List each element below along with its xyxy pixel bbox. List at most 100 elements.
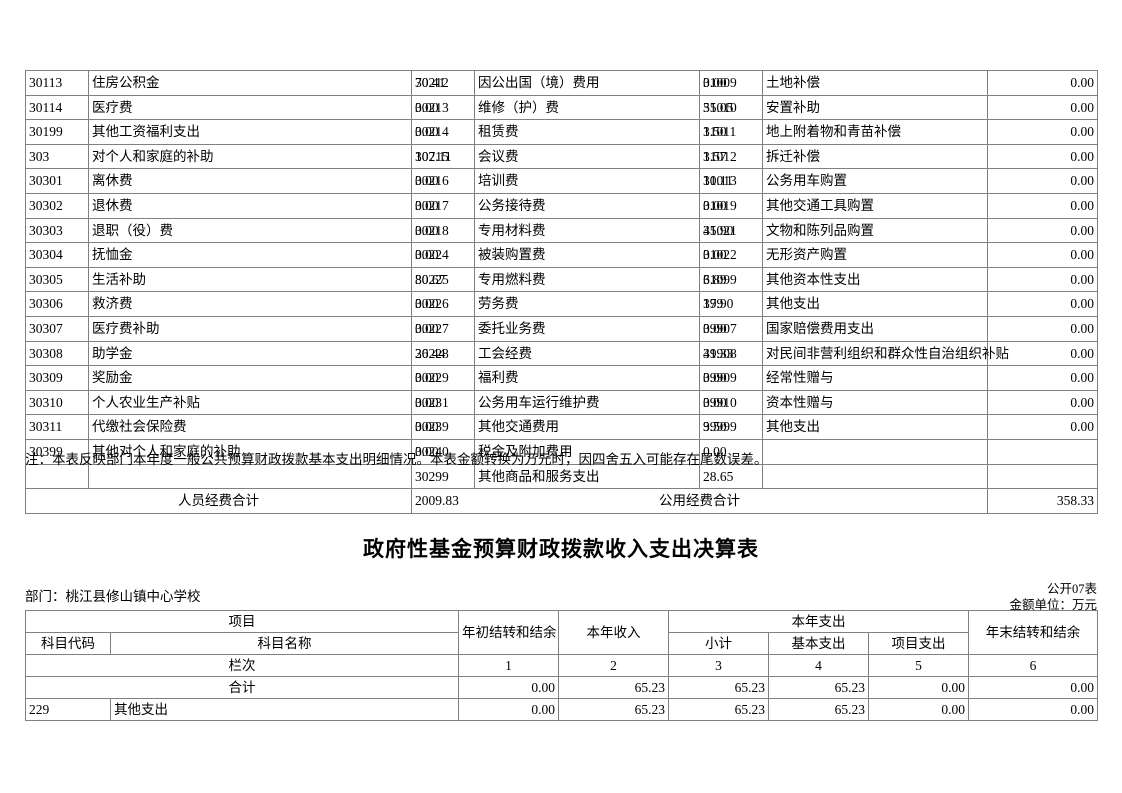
table-row: 30399 其他对个人和家庭的补助 0.00 30240 税金及附加费用 0.00 (25, 438, 1098, 465)
name-cell: 其他商品和服务支出 (474, 463, 700, 490)
code-cell: 31012 (699, 143, 763, 170)
code-cell: 30303 (25, 217, 89, 244)
value-cell: 0.00 (987, 242, 1098, 268)
code-cell: 30301 (25, 168, 89, 194)
value-cell: 0.00 (987, 119, 1098, 145)
code-cell: 30226 (411, 291, 475, 317)
code-cell: 31099 (699, 266, 763, 293)
fund-header-row-1: 项目 年初结转和结余 本年收入 本年支出 年末结转和结余 (25, 610, 1099, 655)
name-cell: 因公出国（境）费用 (474, 70, 700, 96)
value-cell: 0.00 (987, 192, 1098, 219)
name-cell: 劳务费 (474, 291, 700, 317)
table-row: 303 对个人和家庭的补助 107.11 30215 会议费 1.57 31012 拆迁补偿 0… (25, 143, 1098, 170)
code-cell: 30199 (25, 119, 89, 145)
code-cell: 30217 (411, 192, 475, 219)
code-cell: 39910 (699, 389, 763, 416)
header-year-expense-group: 本年支出 (667, 610, 970, 633)
name-cell: 公务用车运行维护费 (474, 389, 700, 416)
code-cell: 30215 (411, 143, 475, 170)
value-cell: 0.00 (987, 143, 1098, 170)
name-cell: 福利费 (474, 365, 700, 391)
name-cell: 其他交通工具购置 (762, 192, 988, 219)
value-cell: 65.23 (668, 698, 769, 721)
table-row: 30308 助学金 26.44 30228 工会经费 41.33 39908 对民间非营利组织… (25, 340, 1098, 367)
value-cell: 65.23 (768, 698, 869, 721)
name-cell: 住房公积金 (88, 70, 412, 96)
name-cell: 医疗费 (88, 94, 412, 121)
code-cell: 30213 (411, 94, 475, 121)
name-cell: 工会经费 (474, 340, 700, 367)
header-item-group: 项目 (25, 610, 459, 633)
name-cell: 资本性赠与 (762, 389, 988, 416)
value-cell: 0.00 (987, 168, 1098, 194)
value-cell: 0.00 (458, 676, 559, 699)
name-cell: 救济费 (88, 291, 412, 317)
value-cell: 4 (768, 654, 869, 677)
name-cell: 退休费 (88, 192, 412, 219)
name-cell: 其他工资福利支出 (88, 119, 412, 145)
code-cell (699, 438, 763, 465)
name-cell: 助学金 (88, 340, 412, 367)
code-cell: 39999 (699, 414, 763, 440)
name-cell: 代缴社会保险费 (88, 414, 412, 440)
value-cell: 65.23 (768, 676, 869, 699)
name-cell: 无形资产购置 (762, 242, 988, 268)
code-cell: 303 (25, 143, 89, 170)
code-cell: 31009 (699, 70, 763, 96)
basic-expenditure-note: 注：本表反映部门本年度一般公共预算财政拨款基本支出明细情况。本表金额转换为万元时… (25, 452, 768, 467)
name-cell: 地上附着物和青苗补偿 (762, 119, 988, 145)
code-cell: 31021 (699, 217, 763, 244)
value-cell: 0.00 (867, 676, 970, 699)
fund-sheet-number: 公开07表 (1046, 582, 1097, 596)
name-cell: 委托业务费 (474, 315, 700, 342)
name-cell: 土地补偿 (762, 70, 988, 96)
name-cell: 其他支出 (110, 698, 459, 721)
name-cell: 抚恤金 (88, 242, 412, 268)
code-cell: 31011 (699, 119, 763, 145)
value-cell: 5 (867, 654, 970, 677)
name-cell (762, 438, 988, 465)
code-cell: 30227 (411, 315, 475, 342)
table-row: 30113 住房公积金 70.41 30212 因公出国（境）费用 0.00 31009 土地… (25, 70, 1098, 96)
name-cell: 奖励金 (88, 365, 412, 391)
value-cell: 0.00 (968, 676, 1099, 699)
value-cell: 6 (968, 654, 1099, 677)
table-row: 30306 救济费 0.00 30226 劳务费 17.90 399 其他支出 0.00 (25, 291, 1098, 317)
column-number-row: 栏次 1 2 3 4 5 6 (25, 654, 1099, 677)
code-cell: 30308 (25, 340, 89, 367)
table-row: 30310 个人农业生产补贴 0.00 30231 公务用车运行维护费 0.00 39910… (25, 389, 1098, 416)
table-row: 30311 代缴社会保险费 0.00 30239 其他交通费用 9.50 39999 其他支出… (25, 414, 1098, 440)
header-end-balance: 年末结转和结余 (968, 610, 1099, 655)
code-cell: 30224 (411, 242, 475, 268)
name-cell: 租赁费 (474, 119, 700, 145)
code-cell: 31019 (699, 192, 763, 219)
table-row: 30307 医疗费补助 0.00 30227 委托业务费 0.00 39907 国家赔偿费用支… (25, 315, 1098, 342)
name-cell: 其他支出 (762, 414, 988, 440)
name-cell: 税金及附加费用 (474, 438, 700, 465)
table-row: 30301 离休费 0.00 30216 培训费 10.11 31013 公务用车购置 0.00 (25, 168, 1098, 194)
table-row: 30309 奖励金 0.00 30229 福利费 0.00 39909 经常性赠与 0.00 (25, 365, 1098, 391)
code-cell: 30306 (25, 291, 89, 317)
code-cell: 39908 (699, 340, 763, 367)
name-cell: 专用燃料费 (474, 266, 700, 293)
name-cell: 被装购置费 (474, 242, 700, 268)
table-row: 30303 退职（役）费 0.00 30218 专用材料费 45.90 31021 文物和陈列… (25, 217, 1098, 244)
value-cell (987, 438, 1098, 465)
name-cell: 个人农业生产补贴 (88, 389, 412, 416)
code-cell: 30310 (25, 389, 89, 416)
name-cell: 对个人和家庭的补助 (88, 143, 412, 170)
table-row: 229 其他支出 0.00 65.23 65.23 65.23 0.00 0.00 (25, 698, 1099, 721)
name-cell: 国家赔偿费用支出 (762, 315, 988, 342)
code-cell: 39907 (699, 315, 763, 342)
name-cell: 公务用车购置 (762, 168, 988, 194)
total-row: 合计 0.00 65.23 65.23 65.23 0.00 0.00 (25, 676, 1099, 699)
name-cell: 离休费 (88, 168, 412, 194)
name-cell: 经常性赠与 (762, 365, 988, 391)
value-cell: 0.00 (867, 698, 970, 721)
code-cell: 39909 (699, 365, 763, 391)
name-cell: 专用材料费 (474, 217, 700, 244)
header-name: 科目名称 (110, 632, 459, 655)
name-cell: 对民间非营利组织和群众性自治组织补贴 (762, 340, 1009, 367)
code-cell: 30225 (411, 266, 475, 293)
